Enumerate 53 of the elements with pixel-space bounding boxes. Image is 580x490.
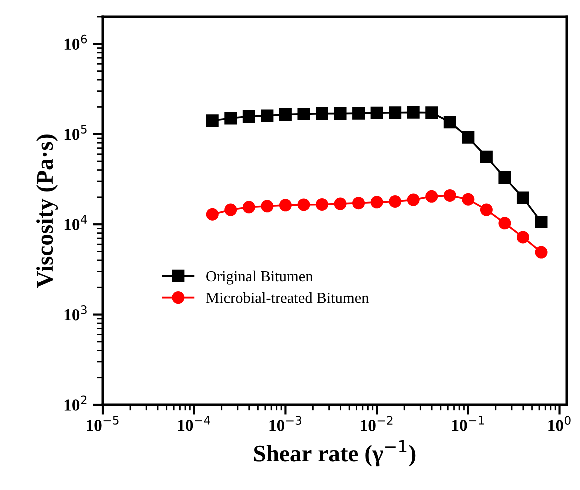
point xyxy=(261,200,274,213)
point xyxy=(316,198,328,211)
point xyxy=(407,194,420,206)
point xyxy=(389,196,402,208)
point xyxy=(462,131,475,144)
point xyxy=(224,204,238,216)
point xyxy=(444,116,456,129)
point xyxy=(498,217,512,230)
point xyxy=(242,201,256,214)
x-tick-label: 10$^{−3}$ xyxy=(270,416,302,432)
x-tick-label: 10$^{−4}$ xyxy=(178,416,210,432)
legend-label: Original Bitumen xyxy=(206,270,314,285)
point xyxy=(206,208,219,221)
point xyxy=(516,192,530,204)
x-axis-title: Shear rate (γ$^{−1}$) xyxy=(254,440,416,467)
point xyxy=(426,106,438,120)
point xyxy=(480,150,493,164)
point xyxy=(279,199,292,212)
y-tick-label: 10$^{6}$ xyxy=(64,34,88,50)
point xyxy=(298,108,310,121)
y-tick-label: 10$^{5}$ xyxy=(64,125,87,140)
point xyxy=(516,231,530,244)
point xyxy=(389,106,402,120)
point xyxy=(352,107,366,120)
x-tick-label: 10$^{−2}$ xyxy=(361,416,393,432)
point xyxy=(535,246,548,259)
y-tick-label: 10$^{2}$ xyxy=(64,396,87,411)
point xyxy=(426,190,438,203)
point xyxy=(498,172,512,184)
point xyxy=(334,108,347,120)
point xyxy=(444,189,456,202)
point xyxy=(535,216,548,229)
point xyxy=(370,106,384,120)
point xyxy=(352,197,366,210)
x-tick-label: 10$^{−5}$ xyxy=(87,416,119,432)
x-tick-label: 10$^{−1}$ xyxy=(452,416,484,432)
point xyxy=(224,112,238,125)
point xyxy=(316,108,328,120)
y-tick-label: 10$^{3}$ xyxy=(64,306,87,321)
y-axis-title: Viscosity (Pa·s) xyxy=(36,134,58,288)
point xyxy=(206,114,219,128)
point xyxy=(334,198,347,210)
point xyxy=(242,110,256,123)
point xyxy=(480,204,493,216)
legend-label: Microbial-treated Bitumen xyxy=(206,292,370,304)
point xyxy=(261,110,274,122)
y-tick-label: 10$^{4}$ xyxy=(64,215,88,230)
point xyxy=(279,108,292,121)
point xyxy=(462,193,475,206)
point xyxy=(370,196,384,209)
point xyxy=(407,106,420,119)
point xyxy=(298,198,310,212)
x-tick-label: 10$^{0}$ xyxy=(548,416,571,432)
